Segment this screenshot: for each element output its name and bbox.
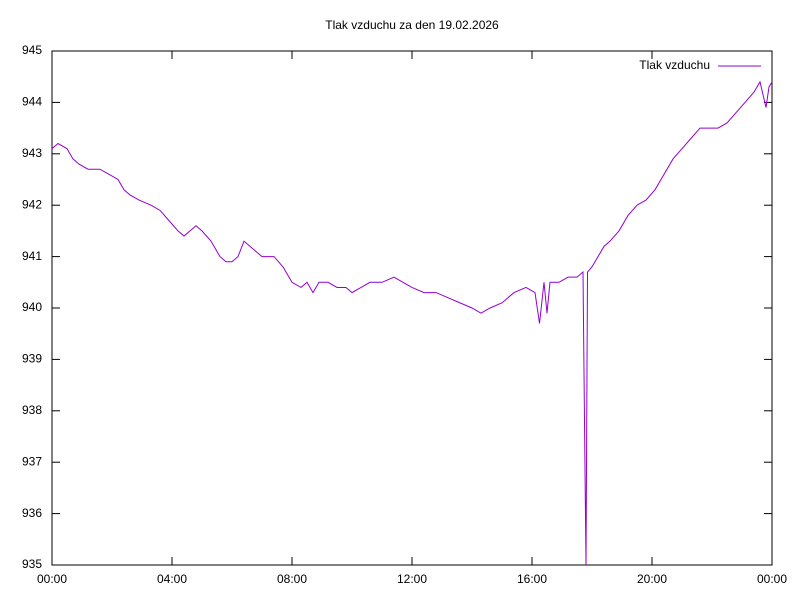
x-tick-label: 16:00 — [517, 572, 547, 586]
y-tick-label: 944 — [22, 95, 42, 109]
y-tick-label: 936 — [22, 506, 42, 520]
y-tick-label: 941 — [22, 249, 42, 263]
y-tick-label: 935 — [22, 557, 42, 571]
y-tick-label: 939 — [22, 352, 42, 366]
x-tick-label: 12:00 — [397, 572, 427, 586]
y-tick-label: 937 — [22, 454, 42, 468]
x-tick-label: 04:00 — [157, 572, 187, 586]
y-tick-label: 940 — [22, 300, 42, 314]
x-tick-label: 08:00 — [277, 572, 307, 586]
y-tick-label: 945 — [22, 43, 42, 57]
x-tick-label: 00:00 — [757, 572, 787, 586]
x-tick-label: 20:00 — [637, 572, 667, 586]
y-tick-label: 942 — [22, 197, 42, 211]
x-tick-label: 00:00 — [37, 572, 67, 586]
y-tick-label: 943 — [22, 146, 42, 160]
legend-label: Tlak vzduchu — [639, 58, 710, 72]
data-line — [51, 80, 773, 566]
y-tick-label: 938 — [22, 403, 42, 417]
plot-frame — [51, 50, 773, 566]
chart-title: Tlak vzduchu za den 19.02.2026 — [325, 18, 499, 32]
